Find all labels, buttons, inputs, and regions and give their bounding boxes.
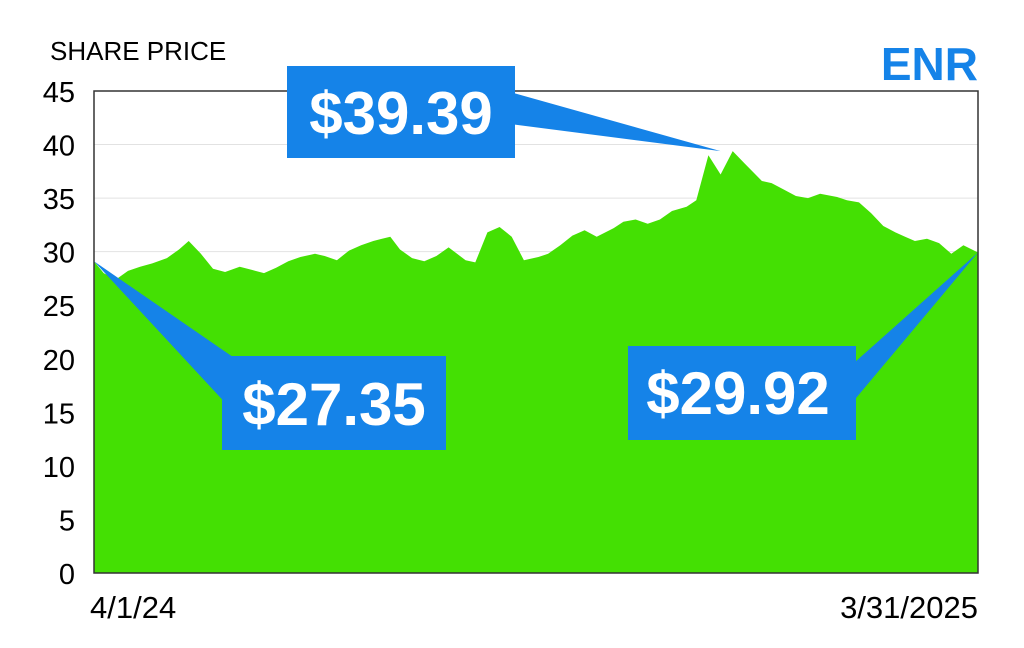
y-tick-label: 45 [43,77,75,109]
callout-label: $39.39 [309,80,493,147]
y-axis-ticks: 0 5 10 15 20 25 30 35 40 45 [43,77,75,591]
callout-pointer [846,252,978,410]
callout-box [222,356,446,450]
y-tick-label: 25 [43,291,75,323]
y-tick-label: 20 [43,345,75,377]
x-axis-ticks: 4/1/24 3/31/2025 [90,590,978,625]
price-callout: $39.39 [287,66,721,158]
callout-box [628,346,856,440]
y-tick-label: 0 [59,559,75,591]
price-callout: $29.92 [628,252,978,440]
callout-pointer [94,261,256,436]
y-tick-label: 35 [43,184,75,216]
y-tick-label: 40 [43,131,75,163]
y-tick-label: 5 [59,505,75,537]
plot-frame [93,90,979,574]
callout-pointer [510,92,721,152]
ticker-symbol: ENR [881,38,978,90]
price-callouts: $27.35 $39.39 $29.92 [94,66,978,450]
price-area [94,151,978,573]
y-axis-label: SHARE PRICE [50,36,226,66]
callout-box [287,66,515,158]
x-tick-label: 4/1/24 [90,590,176,625]
y-tick-label: 10 [43,452,75,484]
callout-label: $27.35 [242,371,426,438]
y-tick-label: 15 [43,398,75,430]
x-tick-label: 3/31/2025 [840,590,978,625]
callout-label: $29.92 [646,360,830,427]
price-callout: $27.35 [94,261,446,450]
y-tick-label: 30 [43,238,75,270]
